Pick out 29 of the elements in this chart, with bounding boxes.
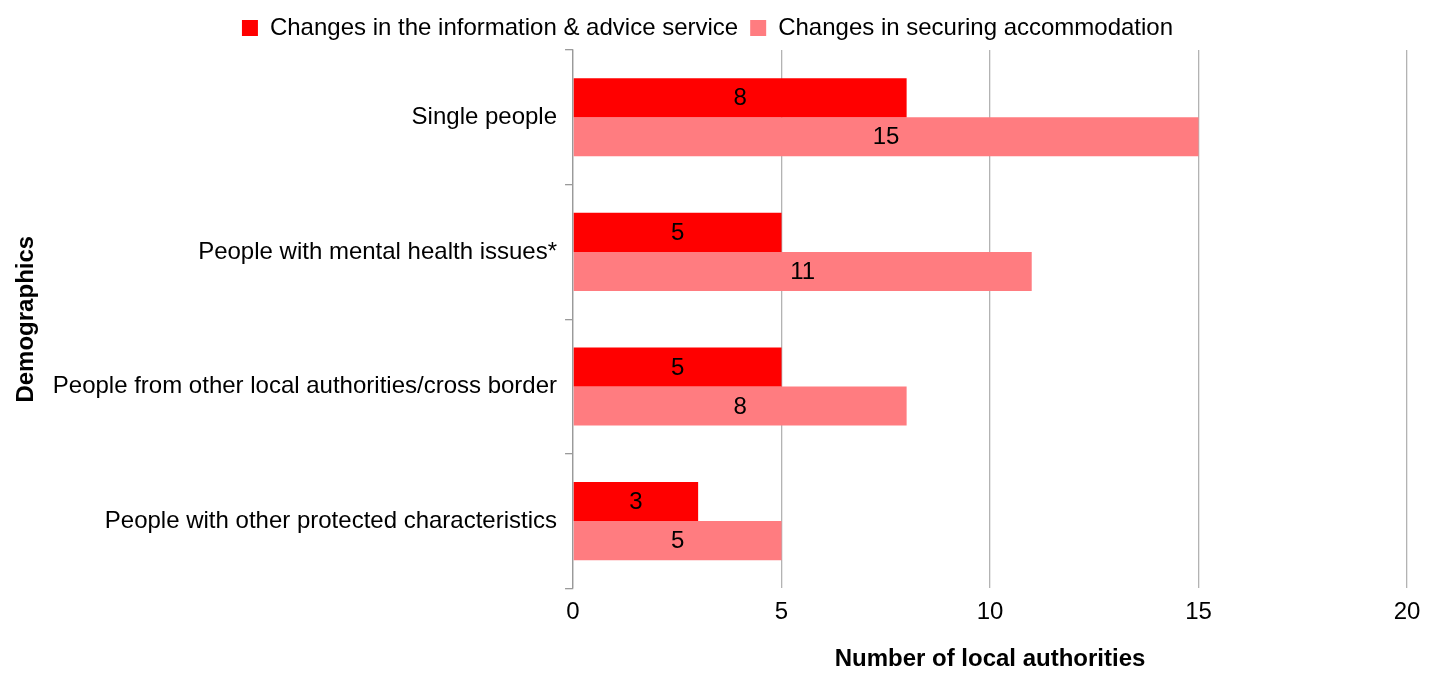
data-label: 3 [629, 487, 643, 515]
bar [573, 386, 907, 426]
x-tick-label: 0 [566, 597, 580, 625]
bar [573, 78, 907, 118]
y-tick-label: People from other local authorities/cross border [52, 371, 558, 399]
x-tick-label: 15 [1185, 597, 1212, 625]
x-tick-label: 20 [1393, 597, 1421, 625]
bar [573, 482, 699, 522]
data-label: 5 [670, 526, 685, 554]
y-axis-title: Demographics [11, 235, 39, 403]
data-label: 8 [733, 391, 747, 419]
bar [573, 521, 782, 561]
data-label: 15 [872, 122, 900, 150]
data-label: 11 [790, 257, 816, 285]
bar [573, 117, 1199, 157]
y-tick-label: People with mental health issues* [198, 236, 558, 264]
x-axis-title: Number of local authorities [834, 644, 1146, 672]
legend-label: Changes in securing accommodation [778, 12, 1174, 40]
x-tick-label: 10 [976, 597, 1004, 625]
bar [573, 212, 782, 252]
bar [573, 251, 1032, 291]
data-label: 8 [733, 83, 747, 111]
y-tick-label: Single people [411, 101, 558, 129]
data-label: 5 [670, 218, 685, 246]
legend-label: Changes in the information & advice service [269, 12, 739, 40]
x-tick-label: 5 [774, 597, 789, 625]
bar [573, 347, 782, 387]
y-tick-label: People with other protected characteristics [104, 505, 558, 533]
data-label: 5 [670, 352, 685, 380]
